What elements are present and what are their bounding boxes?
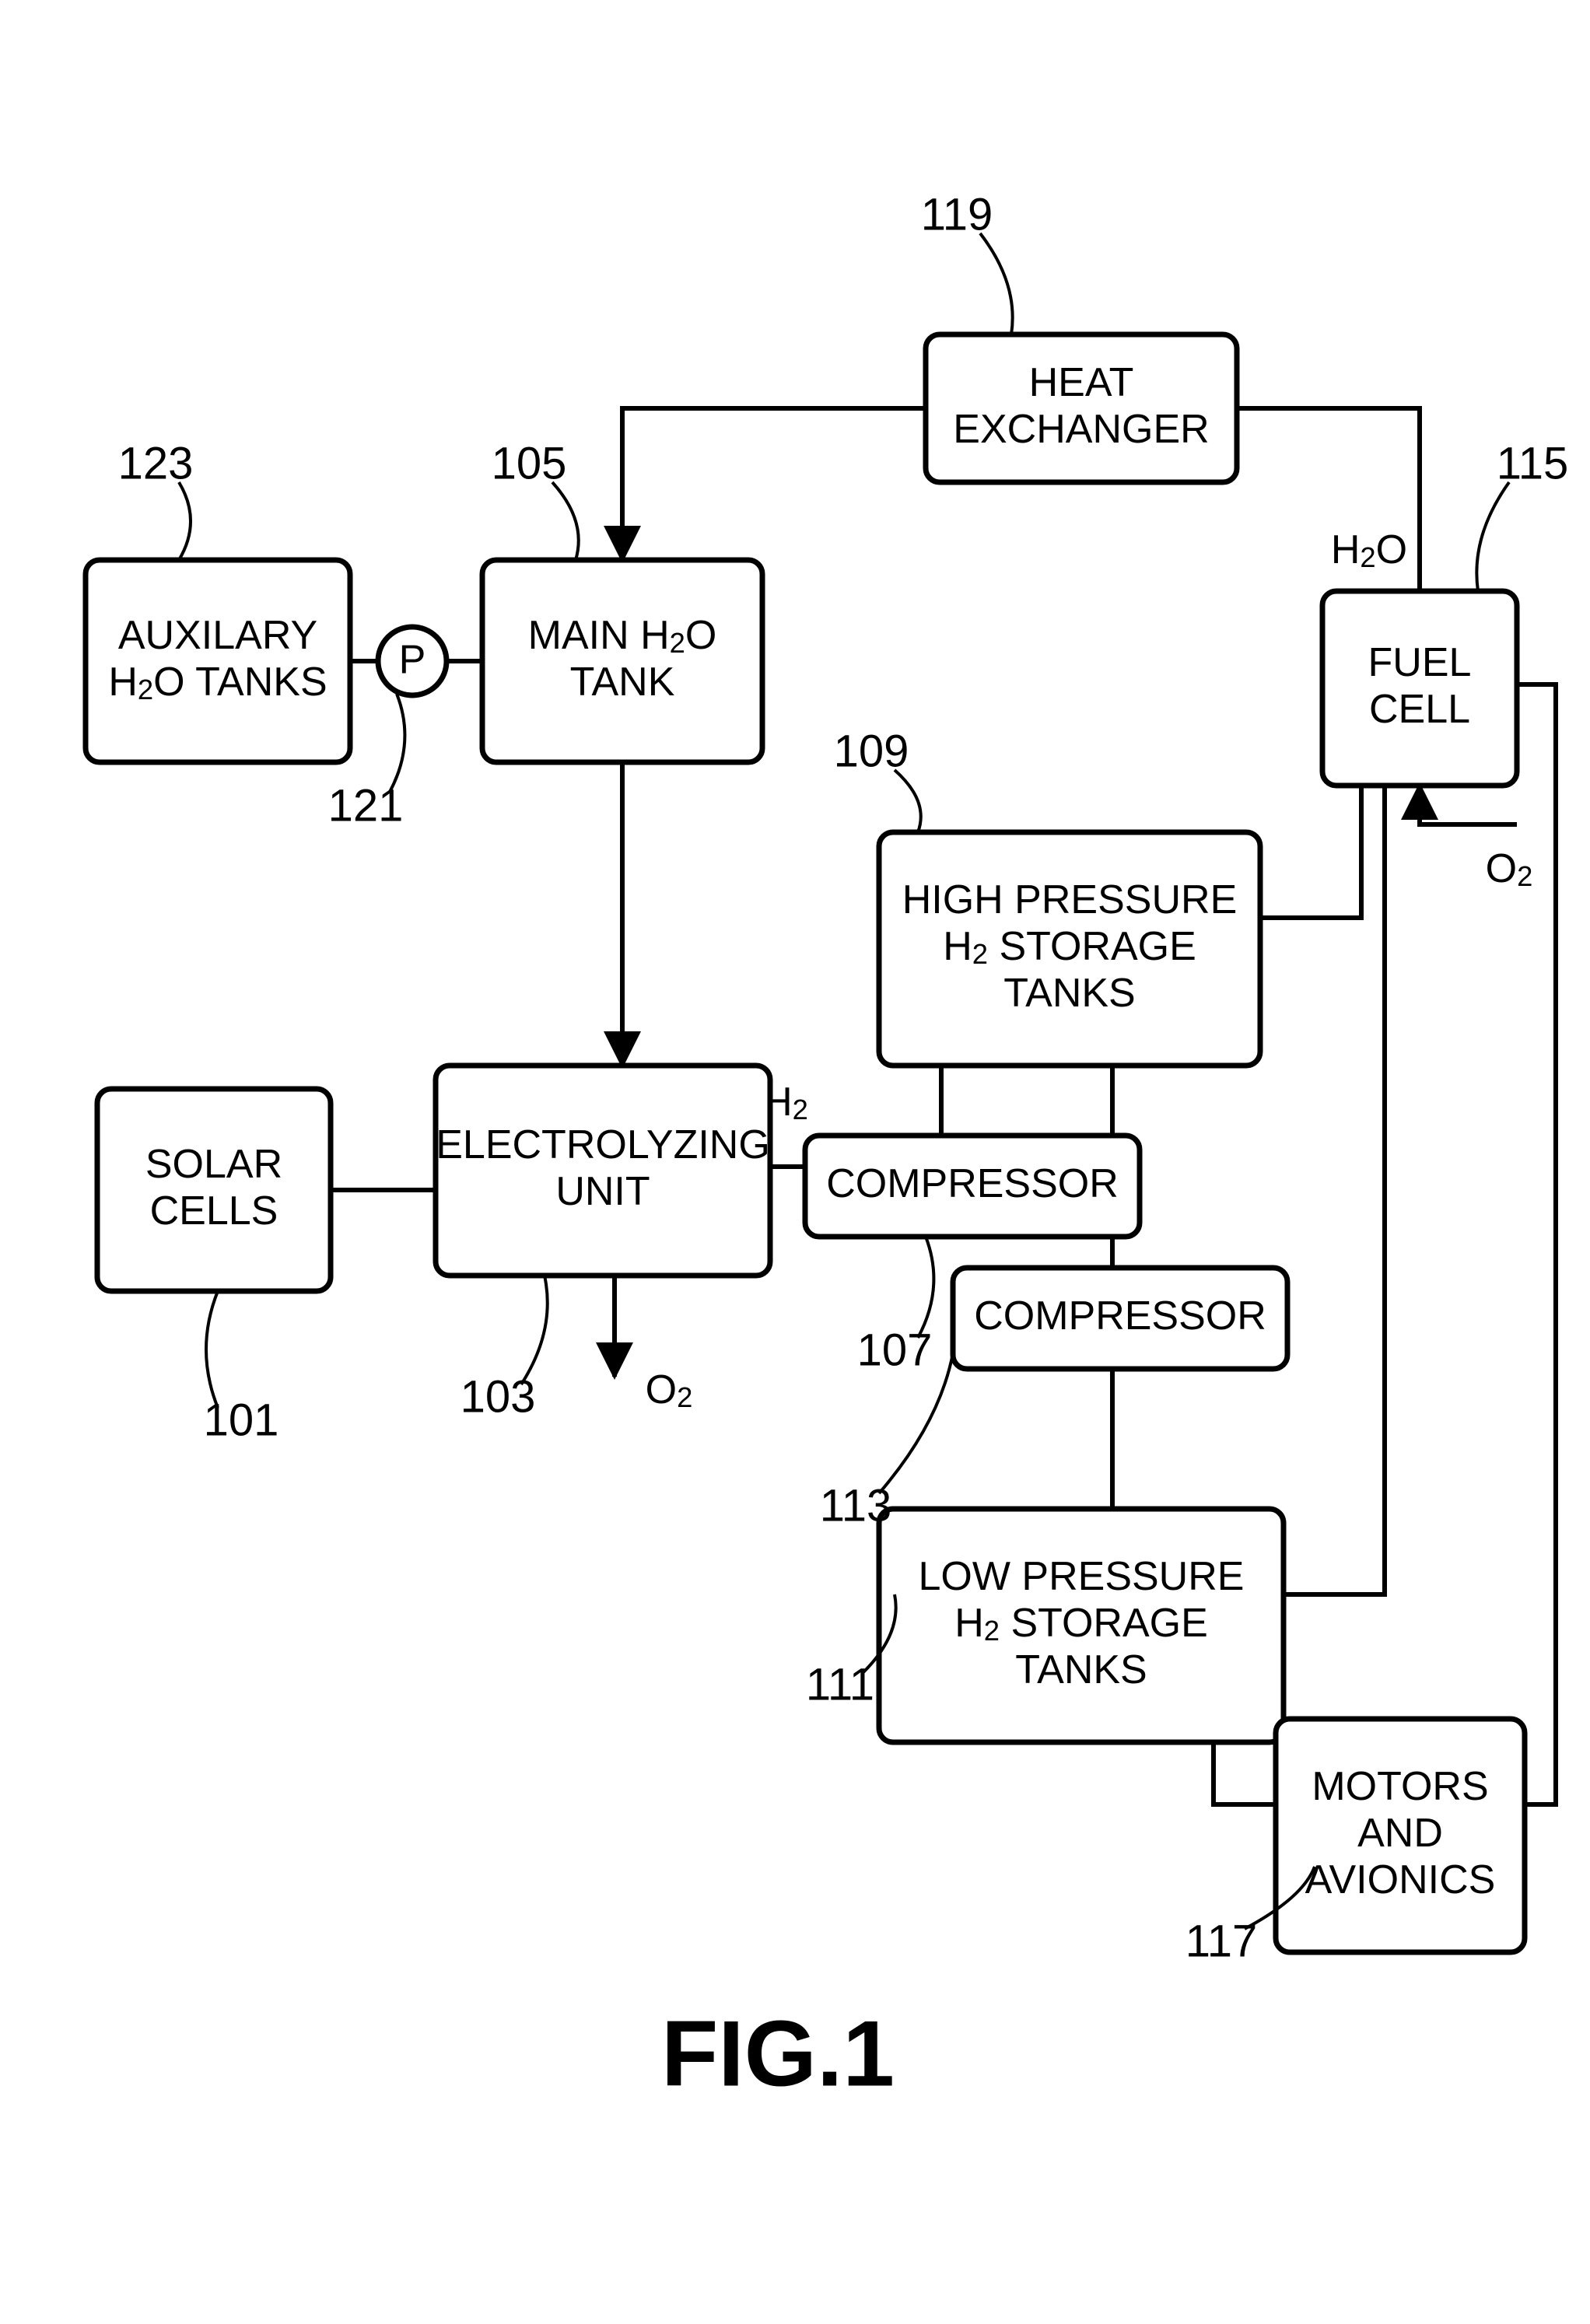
ref-label-119: 119 bbox=[921, 189, 993, 240]
ref-label-113: 113 bbox=[820, 1480, 891, 1531]
block-solar: SOLARCELLS bbox=[97, 1089, 331, 1291]
ref-lead-109 bbox=[895, 770, 921, 832]
connection-o2-into-fuelcell bbox=[1420, 786, 1517, 824]
block-compressor2: COMPRESSOR bbox=[953, 1268, 1287, 1369]
ref-lead-103 bbox=[521, 1276, 548, 1384]
ref-109: 109 bbox=[834, 726, 921, 832]
connection-fuelcell-to-motors bbox=[1517, 684, 1556, 1804]
ref-lead-101 bbox=[206, 1291, 218, 1408]
block-label-lp_tanks-0: LOW PRESSURE bbox=[919, 1554, 1245, 1599]
block-label-motors-0: MOTORS bbox=[1312, 1764, 1488, 1809]
ref-105: 105 bbox=[492, 438, 579, 560]
connection-lp-to-fuelcell bbox=[1284, 786, 1385, 1594]
block-label-aux_tanks-0: AUXILARY bbox=[118, 613, 317, 658]
connection-hp-to-fuelcell bbox=[1260, 786, 1361, 918]
ref-label-107: 107 bbox=[857, 1325, 933, 1375]
block-compressor1: COMPRESSOR bbox=[805, 1136, 1140, 1237]
ref-label-101: 101 bbox=[204, 1395, 279, 1445]
edge-label-fuelcell-to-heatex: H2O bbox=[1331, 527, 1407, 573]
block-label-electro-0: ELECTROLYZING bbox=[436, 1122, 770, 1167]
block-motors: MOTORSANDAVIONICS bbox=[1276, 1719, 1525, 1952]
block-heat_ex: HEATEXCHANGER bbox=[926, 334, 1237, 482]
block-label-hp_tanks-2: TANKS bbox=[1003, 971, 1136, 1016]
edge-label-electro-o2-out: O2 bbox=[646, 1367, 693, 1413]
ref-107: 107 bbox=[857, 1237, 934, 1375]
block-aux_tanks: AUXILARYH2O TANKS bbox=[86, 560, 350, 762]
ref-lead-121 bbox=[389, 694, 405, 793]
block-label-lp_tanks-2: TANKS bbox=[1015, 1647, 1147, 1692]
block-label-motors-2: AVIONICS bbox=[1305, 1857, 1496, 1902]
block-label-main_tank-1: TANK bbox=[570, 660, 675, 705]
pump-label: P bbox=[399, 638, 426, 683]
block-label-compressor2-0: COMPRESSOR bbox=[974, 1293, 1266, 1339]
ref-101: 101 bbox=[204, 1291, 279, 1445]
block-label-heat_ex-1: EXCHANGER bbox=[953, 407, 1209, 452]
block-label-solar-1: CELLS bbox=[150, 1188, 278, 1234]
figure-caption: FIG.1 bbox=[661, 2002, 895, 2106]
ref-label-121: 121 bbox=[328, 780, 404, 831]
ref-lead-123 bbox=[179, 482, 191, 560]
block-label-compressor1-0: COMPRESSOR bbox=[826, 1161, 1119, 1206]
block-label-solar-0: SOLAR bbox=[145, 1142, 282, 1187]
ref-lead-119 bbox=[980, 233, 1013, 334]
connection-heatex-to-main bbox=[622, 408, 926, 560]
block-fuel_cell: FUELCELL bbox=[1322, 591, 1517, 786]
ref-119: 119 bbox=[921, 189, 1013, 334]
block-label-motors-1: AND bbox=[1357, 1811, 1443, 1856]
block-hp_tanks: HIGH PRESSUREH2 STORAGETANKS bbox=[879, 832, 1260, 1066]
ref-label-117: 117 bbox=[1185, 1916, 1257, 1966]
ref-label-105: 105 bbox=[492, 438, 567, 488]
block-label-hp_tanks-0: HIGH PRESSURE bbox=[902, 877, 1238, 922]
ref-label-103: 103 bbox=[461, 1371, 536, 1422]
block-label-main_tank-0: MAIN H2O bbox=[528, 613, 717, 659]
ref-label-123: 123 bbox=[118, 438, 194, 488]
block-electro: ELECTROLYZINGUNIT bbox=[436, 1066, 770, 1276]
ref-lead-107 bbox=[918, 1237, 933, 1338]
pump: P bbox=[378, 627, 447, 695]
ref-lead-115 bbox=[1476, 482, 1509, 591]
ref-115: 115 bbox=[1476, 438, 1568, 591]
block-label-electro-1: UNIT bbox=[555, 1169, 650, 1214]
ref-label-111: 111 bbox=[806, 1659, 874, 1710]
ref-103: 103 bbox=[461, 1276, 548, 1422]
ref-label-115: 115 bbox=[1497, 438, 1568, 488]
ref-113: 113 bbox=[820, 1353, 953, 1531]
block-main_tank: MAIN H2OTANK bbox=[482, 560, 762, 762]
block-label-heat_ex-0: HEAT bbox=[1029, 360, 1134, 405]
ref-123: 123 bbox=[118, 438, 194, 560]
edge-label-o2-into-fuelcell: O2 bbox=[1486, 846, 1533, 892]
connection-lp-to-motors bbox=[1214, 1742, 1276, 1804]
block-lp_tanks: LOW PRESSUREH2 STORAGETANKS bbox=[879, 1509, 1284, 1742]
ref-lead-105 bbox=[552, 482, 579, 560]
block-label-fuel_cell-0: FUEL bbox=[1368, 640, 1472, 685]
block-label-fuel_cell-1: CELL bbox=[1369, 687, 1470, 732]
ref-label-109: 109 bbox=[834, 726, 909, 776]
